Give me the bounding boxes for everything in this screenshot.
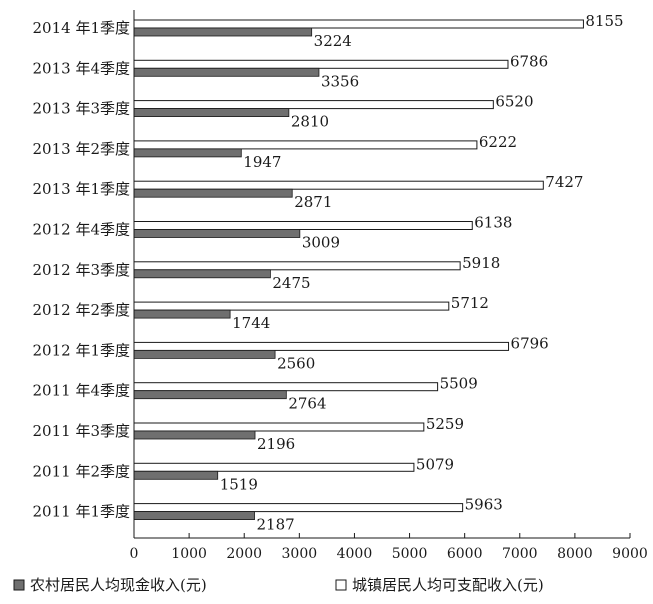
x-tick-label: 5000 [392,546,428,562]
bar-urban [133,382,439,392]
category-label: 2012 年1季度 [33,341,131,359]
bar-urban [133,422,425,432]
bar-rural [133,309,231,319]
bar-urban [133,301,450,311]
x-tick-label: 8000 [557,546,593,562]
bar-rural [133,470,219,480]
category-label: 2013 年4季度 [33,59,131,77]
value-label-urban: 5963 [465,496,503,514]
category-label: 2011 年1季度 [33,503,131,521]
value-label-rural: 2187 [257,516,295,534]
value-label-urban: 6222 [479,133,517,151]
legend-label-urban: 城镇居民人均可支配收入(元) [352,576,544,594]
value-label-rural: 2475 [272,274,310,292]
value-label-rural: 1947 [243,153,281,171]
category-label: 2011 年2季度 [33,462,131,480]
x-tick-label: 4000 [337,546,373,562]
x-tick-label: 6000 [447,546,483,562]
value-label-rural: 2764 [288,395,326,413]
category-label: 2013 年1季度 [33,180,131,198]
category-label: 2013 年2季度 [33,140,131,158]
bar-rural [133,188,293,198]
value-label-rural: 1519 [220,475,258,493]
value-label-urban: 5079 [416,455,454,473]
value-label-urban: 6786 [510,52,548,70]
x-tick-label: 1000 [171,546,207,562]
bar-rural [133,27,313,37]
value-label-urban: 5712 [451,294,489,312]
value-label-rural: 2560 [277,354,315,372]
value-label-urban: 6138 [474,214,512,232]
value-label-urban: 5509 [440,375,478,393]
value-label-urban: 5259 [426,415,464,433]
legend-label-rural: 农村居民人均现金收入(元) [30,576,207,594]
x-tick-label: 3000 [282,546,318,562]
bar-urban [133,462,415,472]
x-tick-label: 2000 [226,546,262,562]
bar-urban [133,100,494,110]
category-label: 2011 年3季度 [33,422,131,440]
value-label-rural: 3224 [314,32,352,50]
bar-urban [133,140,478,150]
bar-rural [133,349,276,359]
bar-rural [133,511,255,521]
bar-rural [133,269,271,279]
value-label-urban: 6796 [511,334,549,352]
labels-layer: 2014 年1季度 8155 3224 2013 年4季度 6786 3356 2013 年… [33,12,624,534]
value-label-rural: 2810 [291,113,329,131]
bar-rural [133,390,287,400]
bar-urban [133,261,461,271]
x-tick-label: 7000 [502,546,538,562]
bar-urban [133,341,510,351]
category-label: 2012 年4季度 [33,221,131,239]
bar-rural [133,148,242,158]
x-tick-label: 9000 [612,546,648,562]
bar-rural [133,430,256,440]
x-tick-label: 0 [130,546,139,562]
bar-urban [133,180,544,190]
bar-urban [133,19,584,29]
bar-rural [133,67,320,77]
value-label-rural: 2871 [294,193,332,211]
legend: 农村居民人均现金收入(元) 城镇居民人均可支配收入(元) [13,576,544,594]
category-label: 2011 年4季度 [33,382,131,400]
value-label-urban: 5918 [462,254,500,272]
value-label-rural: 3009 [302,234,340,252]
value-label-rural: 3356 [321,72,359,90]
category-label: 2014 年1季度 [33,19,131,37]
legend-swatch-rural [13,579,25,591]
value-label-rural: 2196 [257,435,295,453]
legend-swatch-urban [335,579,347,591]
x-axis: 0 1000 2000 3000 4000 5000 6000 7000 8000 9000 [130,10,648,562]
value-label-rural: 1744 [232,314,270,332]
bar-urban [133,221,473,230]
category-label: 2012 年3季度 [33,261,131,279]
bar-urban [133,59,509,69]
value-label-urban: 7427 [545,173,583,191]
value-label-urban: 8155 [585,12,623,30]
value-label-urban: 6520 [495,93,533,111]
bar-rural [133,229,301,238]
category-label: 2012 年2季度 [33,301,131,319]
bars-layer [133,19,584,521]
category-label: 2013 年3季度 [33,100,131,118]
bar-urban [133,503,464,513]
bar-rural [133,108,290,117]
